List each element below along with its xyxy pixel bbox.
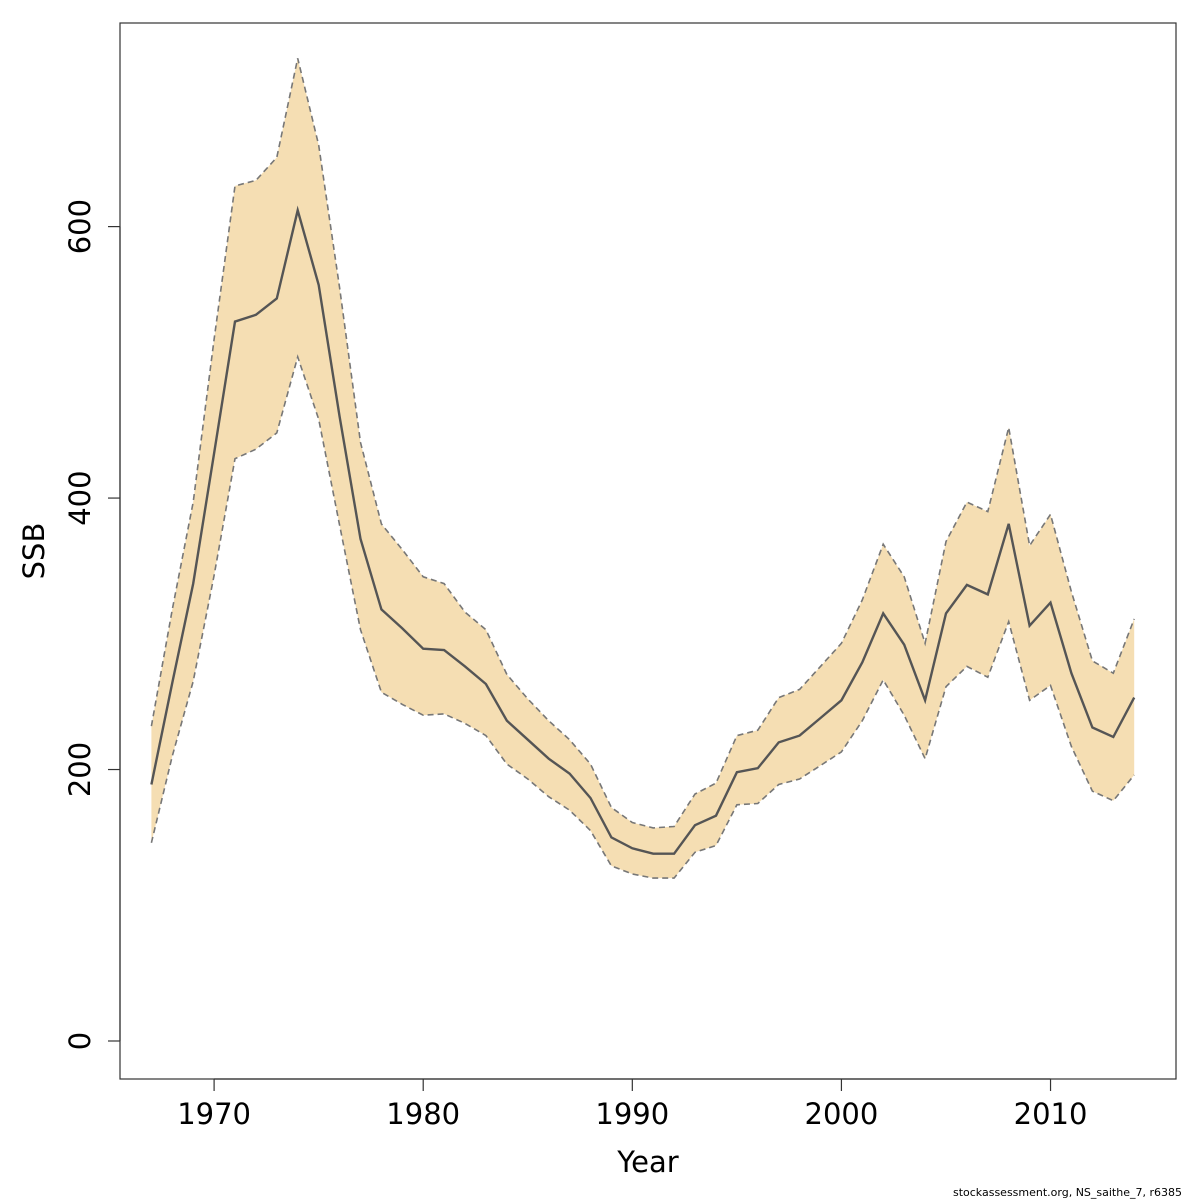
x-tick-label: 1990: [595, 1097, 669, 1131]
x-tick-label: 1970: [177, 1097, 251, 1131]
ssb-estimate-line: [150, 205, 1136, 855]
y-tick-label: 600: [63, 199, 97, 254]
confidence-band: [151, 58, 1135, 879]
y-axis-title: SSB: [17, 523, 51, 580]
upper-bound-line: [150, 58, 1135, 829]
x-axis-title: Year: [616, 1145, 678, 1179]
y-tick-label: 200: [63, 742, 97, 797]
footer-credit: stockassessment.org, NS_saithe_7, r6385: [952, 1186, 1182, 1199]
y-tick-label: 400: [63, 470, 97, 525]
lower-bound-line: [150, 354, 1135, 879]
x-tick-label: 1980: [386, 1097, 460, 1131]
x-tick-label: 2000: [805, 1097, 879, 1131]
x-tick-label: 2010: [1014, 1097, 1088, 1131]
y-tick-label: 0: [63, 1032, 97, 1050]
